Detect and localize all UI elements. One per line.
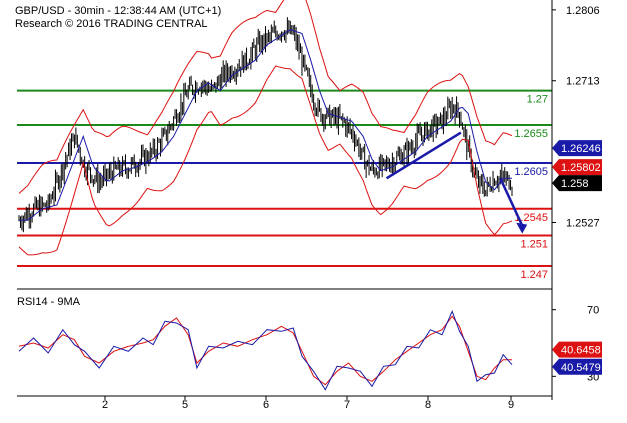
bollinger-upper xyxy=(18,0,513,194)
price-tick-label-0: 1.2806 xyxy=(566,5,600,17)
rsi-line xyxy=(18,309,513,391)
level-label-2: 1.2605 xyxy=(514,166,548,178)
rsi-label: RSI14 - 9MA xyxy=(17,296,81,308)
rsi-ma-line xyxy=(18,315,512,386)
x-tick-label-4: 8 xyxy=(425,399,431,411)
price-boxes: 1.26246 1.25802 1.258 40.6458 40.5479 xyxy=(552,140,602,375)
level-label-5: 1.247 xyxy=(520,269,548,281)
rsi-box-1-bg xyxy=(552,358,602,375)
forecast-arrow-head xyxy=(516,222,528,234)
price-box-1-label: 1.25802 xyxy=(561,162,601,174)
rsi-tick-label-0: 70 xyxy=(587,305,599,317)
price-box-1-bg xyxy=(552,159,602,176)
rsi-box-0-bg xyxy=(552,341,602,358)
price-tick-label-1: 1.2713 xyxy=(566,76,600,88)
level-label-0: 1.27 xyxy=(527,94,548,106)
bollinger-lower xyxy=(18,65,513,256)
rsi-box-0-label: 40.6458 xyxy=(561,345,601,357)
x-tick-label-2: 6 xyxy=(263,399,269,411)
price-box-0-bg xyxy=(552,140,602,157)
x-tick-label-5: 9 xyxy=(508,399,514,411)
x-tick-label-0: 2 xyxy=(102,399,108,411)
main-plot: 1.27 1.2655 1.2605 1.2545 1.251 1.247 xyxy=(17,0,552,281)
support-trendline xyxy=(385,131,462,180)
moving-average-line xyxy=(19,29,512,221)
price-box-2-bg xyxy=(552,175,602,192)
rsi-box-1-label: 40.5479 xyxy=(561,362,601,374)
x-tick-label-3: 7 xyxy=(344,399,350,411)
level-label-3: 1.2545 xyxy=(514,212,548,224)
price-box-2-label: 1.258 xyxy=(561,178,589,190)
price-tick-label-2: 1.2527 xyxy=(566,218,600,230)
chart-title: GBP/USD - 30min - 12:38:44 AM (UTC+1) xyxy=(15,5,222,17)
forecast-arrow-shaft xyxy=(499,177,524,227)
level-label-4: 1.251 xyxy=(520,238,548,250)
price-box-0-label: 1.26246 xyxy=(561,143,601,155)
x-tick-label-1: 5 xyxy=(182,399,188,411)
level-label-1: 1.2655 xyxy=(514,128,548,140)
copyright-text: Research © 2016 TRADING CENTRAL xyxy=(15,18,208,30)
rsi-panel: RSI14 - 9MA xyxy=(17,296,513,391)
